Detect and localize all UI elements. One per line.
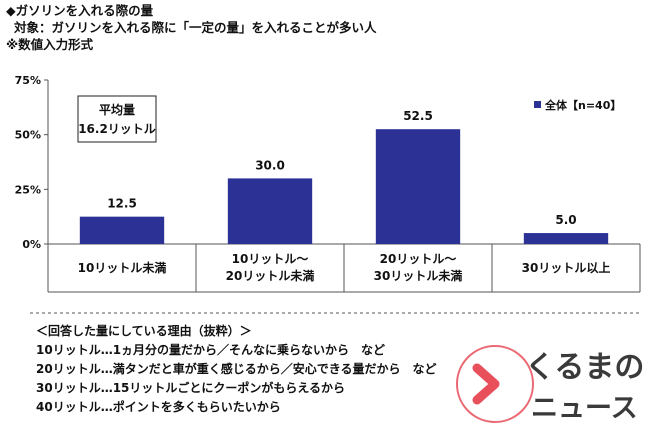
- average-annotation-line1: 平均量: [99, 102, 135, 117]
- reason-item: 30リットル…15リットルごとにクーポンがもらえるから: [36, 381, 346, 395]
- legend-swatch: [534, 101, 541, 108]
- bar: [79, 216, 165, 244]
- bar-value-label: 52.5: [403, 109, 433, 123]
- x-axis-category-label: 20リットル未満: [226, 268, 315, 283]
- legend-label: 全体【n=40】: [544, 98, 621, 112]
- bar-value-label: 12.5: [107, 197, 137, 211]
- y-axis-tick-label: 50%: [15, 129, 41, 142]
- average-annotation-line2: 16.2リットル: [78, 122, 156, 136]
- x-axis-category-label: 10リットル未満: [78, 260, 167, 275]
- reasons-heading: ＜回答した量にしている理由（抜粋）＞: [36, 324, 252, 338]
- bar: [227, 178, 313, 244]
- reason-item: 10リットル…1ヵ月分の量だから／そんなに乗らないから など: [36, 343, 386, 357]
- logo-text-top: くるまの: [525, 350, 645, 385]
- x-axis-category-label: 10リットル～: [232, 252, 309, 266]
- chart-target-note: 対象：ガソリンを入れる際に「一定の量」を入れることが多い人: [14, 20, 377, 35]
- reasons-section: ＜回答した量にしている理由（抜粋）＞ 10リットル…1ヵ月分の量だから／そんなに…: [36, 322, 436, 417]
- x-axis-category-label: 20リットル～: [380, 252, 457, 266]
- chart-title: ◆ガソリンを入れる際の量: [6, 3, 154, 18]
- y-axis-tick-label: 75%: [15, 74, 41, 87]
- bar-chart: 0% 25% 50% 75% 12.5 10リットル未満 30.0 10リットル～ 20リットル…: [15, 74, 641, 314]
- x-axis-category-label: 30リットル以上: [522, 260, 611, 275]
- y-axis-tick-label: 25%: [15, 183, 41, 196]
- chart-input-note: ※数値入力形式: [6, 37, 94, 52]
- average-annotation-box: [77, 95, 157, 143]
- reason-item: 40リットル…ポイントを多くもらいたいから: [36, 400, 281, 414]
- logo-text-bottom: ニュース: [531, 393, 638, 424]
- bar-value-label: 30.0: [255, 158, 285, 172]
- logo-mark-icon: [456, 345, 534, 423]
- kuruma-news-logo: くるまの ニュース: [455, 338, 645, 428]
- y-axis-tick-label: 0%: [22, 238, 41, 251]
- reason-item: 20リットル…満タンだと車が重く感じるから／安心できる量だから など: [36, 362, 437, 376]
- bar: [523, 233, 609, 244]
- x-axis-category-label: 30リットル未満: [374, 268, 463, 283]
- bar: [375, 129, 461, 244]
- bar-value-label: 5.0: [555, 213, 576, 227]
